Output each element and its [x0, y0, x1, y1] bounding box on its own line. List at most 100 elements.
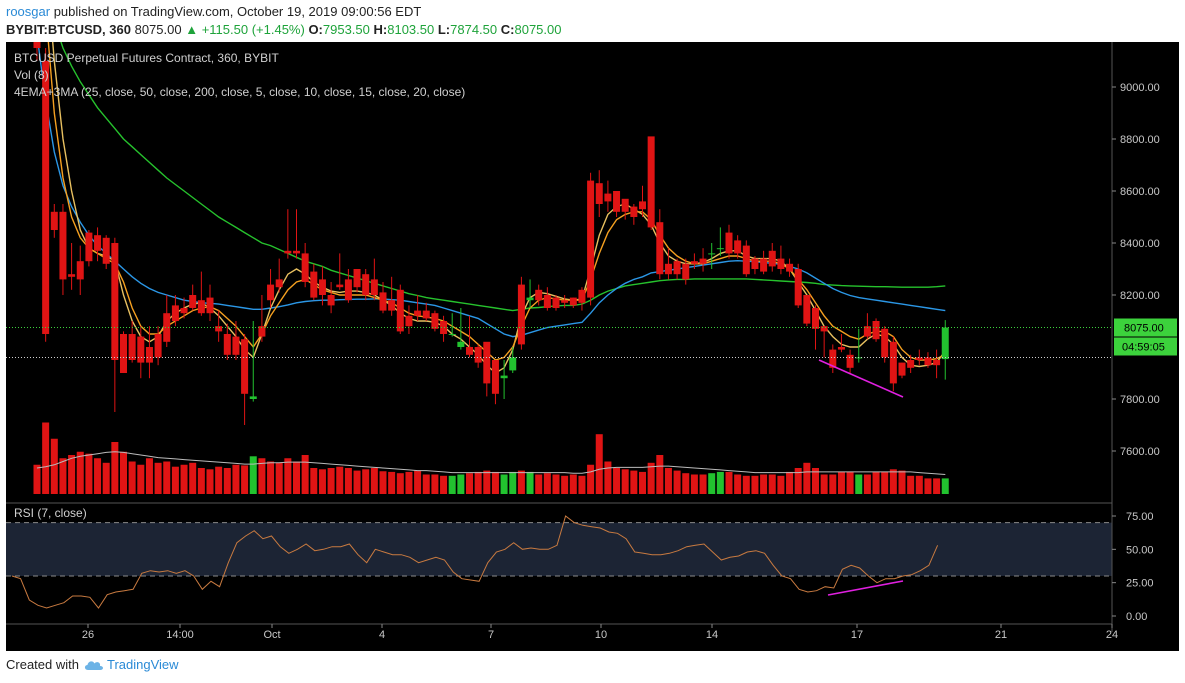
candle-body [370, 279, 378, 295]
volume-bar [145, 458, 153, 494]
time-tick-label: 10 [595, 629, 607, 641]
volume-bar [855, 474, 863, 494]
candle-body [388, 300, 396, 311]
moving-average-lines [37, 42, 946, 374]
candle-body [301, 253, 309, 282]
candle-body [94, 235, 102, 251]
volume-bar [517, 470, 525, 494]
volume-bar [258, 458, 266, 494]
volume-bar [457, 474, 465, 494]
footer: Created with TradingView [6, 657, 179, 672]
tradingview-logo[interactable]: TradingView [83, 657, 179, 672]
chart-svg[interactable]: 9000.00 8800.00 8600.00 8400.00 8200.00 7800.… [6, 42, 1179, 651]
volume-bar [673, 470, 681, 494]
candle-body [907, 360, 915, 368]
candle-body [440, 321, 448, 334]
volume-bar [466, 473, 473, 494]
candle-body [794, 269, 802, 306]
volume-bar [509, 471, 517, 494]
volume-bar [647, 462, 655, 494]
volume-ma-line [36, 451, 946, 475]
candle-body [898, 362, 906, 376]
candle-body [68, 274, 76, 277]
volume-bar [863, 474, 871, 494]
rsi-divergence-line [827, 580, 904, 596]
high-value: 8103.50 [387, 22, 435, 37]
candle-body [552, 297, 560, 308]
volume-bar [846, 471, 854, 494]
candle-body [128, 334, 136, 360]
ma-orange-line [47, 42, 946, 361]
volume-bar [293, 461, 300, 494]
volume-bar [768, 474, 776, 494]
candles [33, 42, 949, 425]
rsi-tick-label: 75.00 [1126, 511, 1154, 523]
volume-bar [318, 469, 326, 494]
candle-body [457, 341, 465, 347]
volume-bar [621, 469, 629, 494]
candle-body [673, 261, 681, 275]
volume-bar [180, 464, 188, 494]
volume-bar [431, 474, 439, 494]
candle-body [716, 248, 724, 250]
volume-bar [422, 474, 430, 494]
volume-bar [751, 475, 759, 494]
candle-body [163, 313, 171, 342]
volume-bar [812, 468, 819, 494]
time-tick-label: 7 [488, 629, 494, 641]
candle-body [414, 310, 422, 316]
volume-bar [561, 475, 569, 494]
volume-bar [267, 461, 275, 494]
time-tick-label: 4 [379, 629, 385, 641]
candle-body [137, 336, 145, 363]
volume-bar [742, 475, 750, 494]
volume-bar [414, 470, 422, 494]
volume-bar [232, 464, 240, 494]
candle-body [846, 354, 854, 368]
candle-body [111, 243, 119, 360]
volume-bar [889, 469, 897, 494]
volume-bar [734, 474, 742, 494]
volume-bar [215, 466, 223, 494]
last-price-badge [1114, 318, 1177, 337]
volume-bar [76, 451, 84, 494]
volume-bar [915, 475, 923, 494]
volume-bar [578, 475, 586, 494]
rsi-axis[interactable]: 75.00 50.00 25.00 0.00 [1112, 511, 1154, 623]
candle-body [362, 274, 370, 295]
published-text: published on TradingView.com, October 19… [53, 4, 422, 19]
candle-body [509, 357, 517, 371]
volume-bar [163, 461, 171, 494]
candle-body [777, 258, 785, 269]
time-axis[interactable]: 26 14:00 Oct 4 7 10 14 17 21 24 [6, 623, 1118, 641]
author-name[interactable]: roosgar [6, 4, 51, 19]
legend-indicators: 4EMA+3MA (25, close, 50, close, 200, clo… [14, 85, 465, 99]
symbol-ohlc-bar: BYBIT:BTCUSD, 360 8075.00 ▲ +115.50 (+1.… [6, 22, 561, 38]
candle-body [267, 284, 275, 301]
volume-bar [128, 461, 136, 494]
candle-body [50, 211, 58, 230]
volume-bar [613, 468, 621, 494]
candle-body [656, 222, 664, 275]
countdown-badge [1114, 337, 1177, 356]
legend-title: BTCUSD Perpetual Futures Contract, 360, … [14, 51, 279, 65]
candle-body [171, 305, 179, 321]
chart-canvas[interactable]: 9000.00 8800.00 8600.00 8400.00 8200.00 7800.… [6, 42, 1179, 651]
candle-body [180, 308, 188, 314]
rsi-band-fill [6, 522, 1112, 576]
candle-body [431, 313, 439, 329]
last-price: 8075.00 [134, 22, 182, 37]
candle-body [284, 250, 292, 254]
candle-body [690, 261, 698, 264]
candle-body [786, 263, 794, 272]
candle-body [102, 237, 110, 264]
price-tick-label: 8200.00 [1120, 290, 1160, 302]
volume-bar [241, 465, 249, 494]
volume-bar [474, 471, 482, 494]
volume-bar [604, 461, 612, 494]
volume-bar [907, 475, 915, 494]
candle-body [751, 258, 759, 269]
candle-body [474, 347, 482, 363]
candle-body [768, 250, 776, 267]
volume-bar [872, 471, 880, 494]
